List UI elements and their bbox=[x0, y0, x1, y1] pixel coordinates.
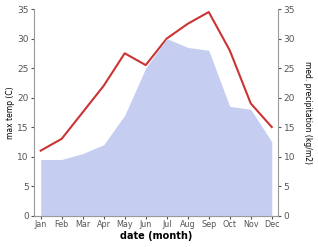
Y-axis label: max temp (C): max temp (C) bbox=[5, 86, 15, 139]
Y-axis label: med. precipitation (kg/m2): med. precipitation (kg/m2) bbox=[303, 61, 313, 164]
X-axis label: date (month): date (month) bbox=[120, 231, 192, 242]
